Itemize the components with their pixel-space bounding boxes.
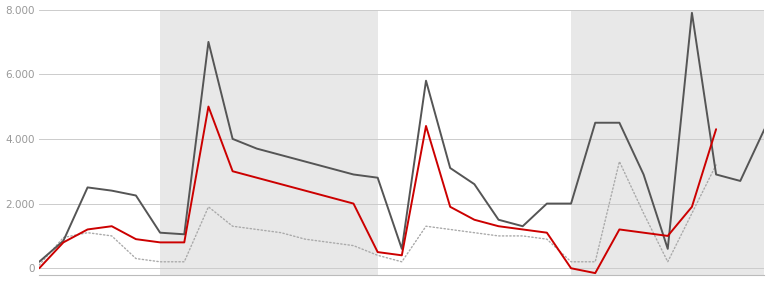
Bar [571, 10, 770, 275]
Bar [160, 10, 377, 275]
